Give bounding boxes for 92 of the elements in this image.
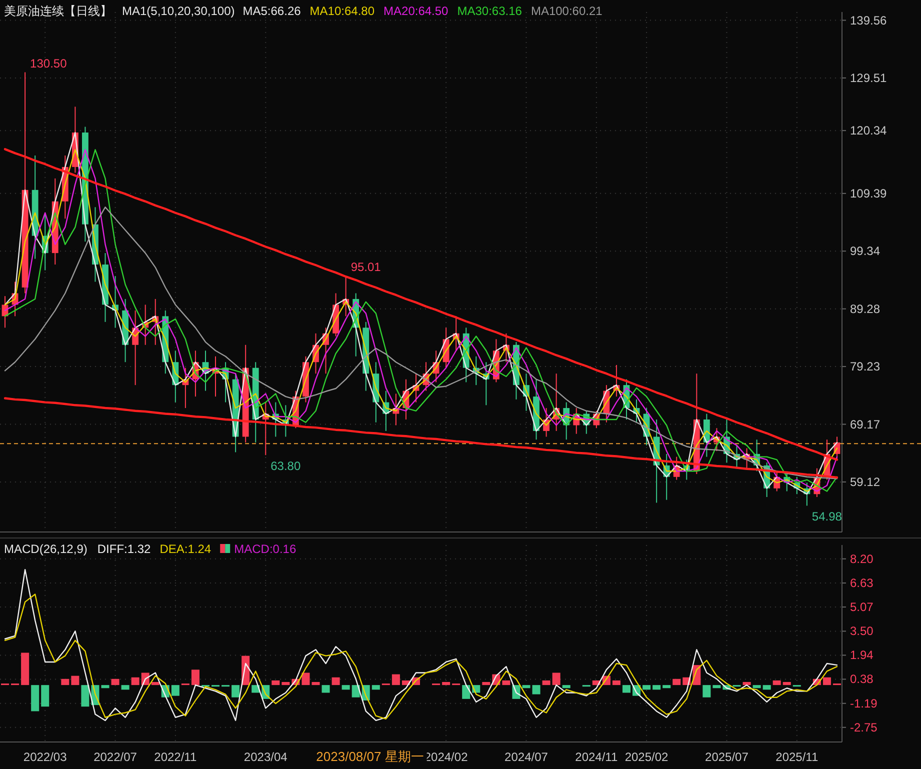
bar	[642, 685, 651, 690]
bar	[822, 677, 831, 686]
bar	[312, 682, 320, 686]
x-tick-label: 2024/11	[575, 750, 618, 764]
bar	[41, 685, 50, 707]
y-tick-label: 5.07	[850, 600, 874, 614]
text: MA100:60.21	[530, 4, 603, 18]
y-tick-label: 79.23	[850, 360, 880, 374]
bar	[21, 652, 30, 686]
bar	[622, 685, 630, 693]
y-tick-label: 0.38	[850, 672, 874, 686]
x-tick-label: 2025/11	[776, 750, 818, 764]
bar	[272, 680, 280, 686]
text: DEA:1.24	[160, 542, 212, 556]
bar	[101, 685, 110, 688]
y-tick-label: 109.39	[850, 186, 888, 200]
bar	[61, 678, 70, 686]
bar	[31, 685, 40, 712]
y-tick-label: 99.34	[850, 244, 880, 258]
bar	[462, 685, 470, 699]
y-tick-label: -2.75	[850, 720, 878, 734]
y-tick-label: 59.12	[850, 474, 880, 489]
text: MA5:66.26	[242, 4, 302, 18]
bar	[81, 685, 90, 707]
chart-title: 美原油连续【日线】	[4, 4, 112, 18]
bar	[782, 682, 791, 686]
y-tick-label: 3.50	[850, 624, 874, 638]
y-tick-label: 8.20	[850, 552, 874, 566]
bar	[672, 678, 681, 686]
x-tick-label: 2024/02	[424, 750, 468, 764]
y-tick-label: 6.63	[850, 576, 874, 590]
bar	[232, 685, 240, 698]
bar	[282, 682, 290, 686]
bar	[552, 672, 560, 686]
bar	[502, 680, 510, 686]
bar	[762, 685, 771, 690]
bar	[352, 685, 360, 698]
bar	[562, 685, 570, 688]
bar	[342, 685, 350, 690]
bar	[131, 677, 140, 686]
bar	[171, 685, 180, 696]
x-tick-label: 2025/07	[705, 750, 749, 764]
bar	[482, 682, 490, 686]
bar	[121, 685, 130, 690]
x-tick-label: 2022/03	[23, 750, 68, 764]
bar	[322, 685, 330, 693]
x-tick-label: 2025/02	[624, 750, 669, 764]
y-tick-label: 139.56	[850, 13, 888, 28]
annotation: 95.01	[350, 260, 382, 274]
text: DIFF:1.32	[97, 542, 152, 556]
bar	[772, 680, 781, 686]
bar	[191, 670, 200, 686]
bar	[542, 680, 550, 686]
bar	[302, 672, 310, 686]
bar	[332, 677, 340, 686]
text: MA10:64.80	[310, 4, 375, 18]
bar	[71, 676, 80, 686]
legend-title: MA1(5,10,20,30,100)	[122, 4, 235, 18]
text: MA20:64.50	[384, 4, 449, 18]
x-tick-label: 2022/11	[154, 750, 197, 764]
y-tick-label: 89.28	[850, 302, 880, 316]
bar	[442, 682, 450, 686]
y-tick-label: 120.34	[850, 124, 888, 138]
annotation: 63.80	[270, 459, 301, 474]
bar	[662, 685, 671, 688]
bar	[752, 685, 761, 688]
y-tick-label: 129.51	[850, 70, 888, 85]
legend-label: MACD:0.16	[234, 542, 296, 556]
bar	[612, 680, 620, 686]
bar	[652, 685, 661, 690]
text: MA30:63.16	[457, 4, 522, 18]
bar	[532, 685, 540, 694]
text: 2023/08/07 星期一	[316, 749, 424, 764]
bar	[742, 682, 751, 686]
annotation: 130.50	[30, 56, 68, 70]
x-tick-label: 2022/07	[94, 750, 138, 764]
line-series	[4, 594, 838, 720]
bar	[702, 685, 711, 698]
annotation: 54.98	[812, 510, 842, 524]
chart-title: MACD(26,12,9)	[4, 542, 88, 556]
x-tick-label: 2024/07	[504, 750, 548, 764]
bar	[522, 685, 530, 688]
y-tick-label: 69.17	[850, 417, 880, 432]
bar	[151, 682, 160, 686]
bar	[392, 674, 400, 686]
y-tick-label: 1.94	[850, 648, 874, 662]
y-tick-label: -1.19	[850, 696, 878, 710]
bar	[712, 685, 721, 688]
bar	[372, 685, 380, 690]
x-tick-label: 2023/04	[244, 750, 288, 764]
bar	[111, 678, 120, 686]
line-series	[4, 569, 838, 722]
